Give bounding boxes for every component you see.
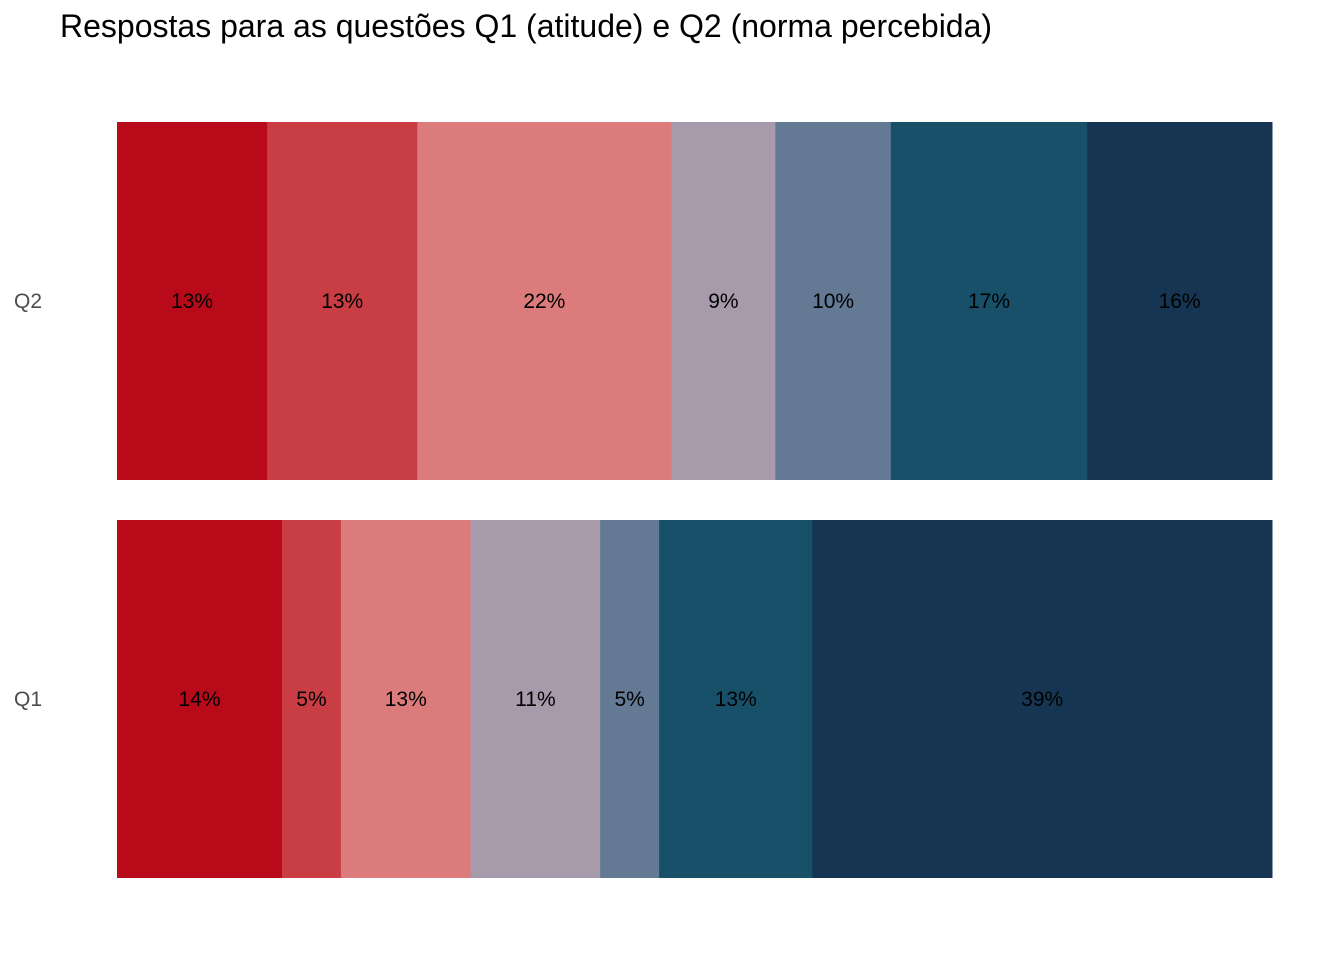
data-label-q1-5: 5% bbox=[614, 688, 644, 711]
chart-title: Respostas para as questões Q1 (atitude) … bbox=[60, 8, 993, 44]
data-label-q2-3: 22% bbox=[523, 290, 565, 313]
data-label-q2-1: 13% bbox=[171, 290, 213, 313]
data-label-q2-7: 16% bbox=[1159, 290, 1201, 313]
data-label-q1-1: 14% bbox=[178, 688, 220, 711]
category-label-q2: Q2 bbox=[14, 290, 42, 313]
bar-segment-q2-7 bbox=[1087, 122, 1273, 480]
bar-segment-q2-2 bbox=[267, 122, 418, 480]
data-label-q2-2: 13% bbox=[321, 290, 363, 313]
category-label-q1: Q1 bbox=[14, 688, 42, 711]
bar-segment-q1-7 bbox=[812, 520, 1273, 878]
bar-segment-q1-4 bbox=[470, 520, 601, 878]
bar-segment-q1-6 bbox=[659, 520, 813, 878]
bars-layer bbox=[117, 122, 1273, 878]
bar-segment-q1-1 bbox=[117, 520, 283, 878]
bar-segment-q1-3 bbox=[340, 520, 472, 878]
data-label-q2-4: 9% bbox=[708, 290, 738, 313]
data-label-q1-3: 13% bbox=[385, 688, 427, 711]
data-label-q1-2: 5% bbox=[296, 688, 326, 711]
data-label-q2-5: 10% bbox=[812, 290, 854, 313]
bar-segment-q2-3 bbox=[417, 122, 672, 480]
bar-segment-q2-6 bbox=[890, 122, 1088, 480]
data-label-q1-4: 11% bbox=[515, 688, 555, 711]
data-label-q1-6: 13% bbox=[715, 688, 757, 711]
labels-layer: Q2 13% 13% 22% 9% 10% 17% 16% Q1 14% 5% 13% 11% 5% 13%… bbox=[14, 290, 1201, 711]
bar-segment-q2-5 bbox=[775, 122, 892, 480]
data-label-q2-6: 17% bbox=[968, 290, 1010, 313]
data-label-q1-7: 39% bbox=[1021, 688, 1063, 711]
bar-segment-q2-4 bbox=[671, 122, 776, 480]
bar-segment-q1-2 bbox=[282, 520, 342, 878]
bar-segment-q1-5 bbox=[600, 520, 660, 878]
bar-segment-q2-1 bbox=[117, 122, 268, 480]
